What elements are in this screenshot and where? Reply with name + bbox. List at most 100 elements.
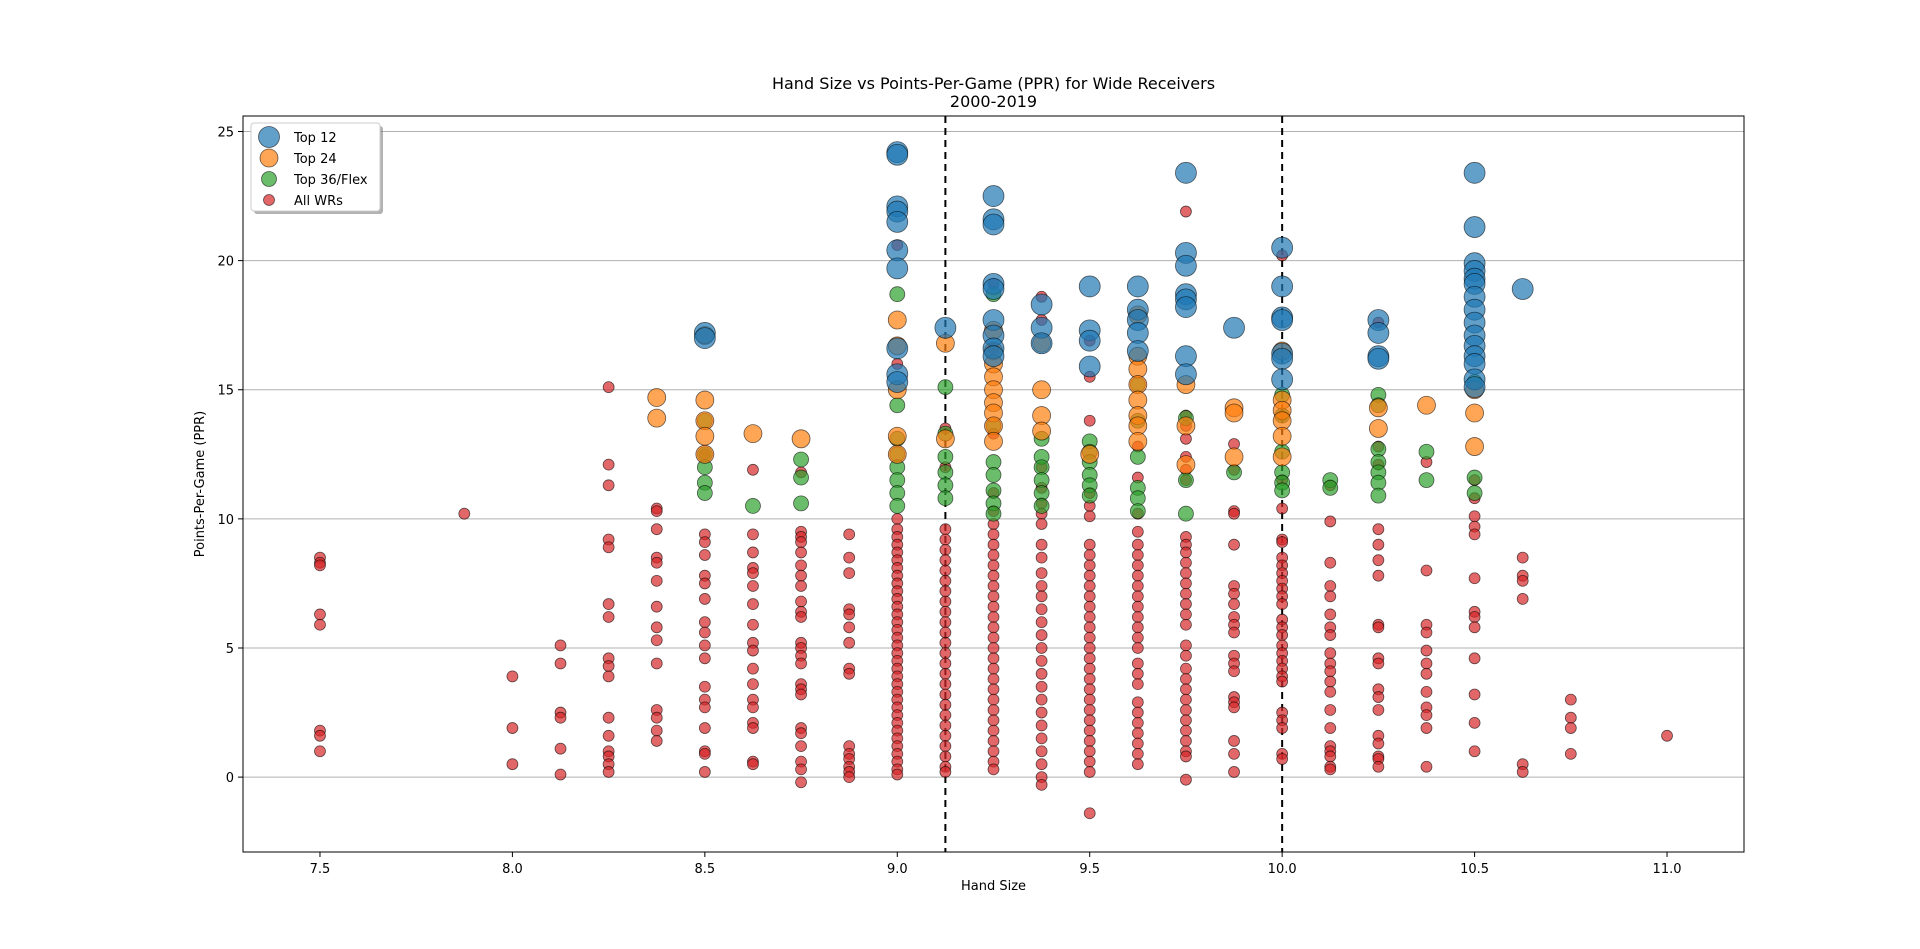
data-point: [1083, 714, 1096, 727]
x-axis-ticks: 7.5 8.0 8.5 9.0 9.5 10.0 10.5 11.0: [310, 852, 1682, 877]
data-point: [1271, 236, 1294, 259]
data-point: [1131, 611, 1144, 623]
data-point: [937, 448, 954, 465]
data-point: [1372, 737, 1385, 750]
data-point: [1131, 525, 1144, 538]
data-point: [795, 776, 807, 789]
data-point: [1180, 639, 1192, 652]
data-point: [1081, 487, 1098, 504]
data-point: [1035, 616, 1048, 629]
data-point: [1372, 538, 1385, 551]
data-point: [1324, 675, 1337, 688]
data-point: [1035, 719, 1048, 732]
data-point: [1324, 763, 1337, 776]
data-point: [602, 711, 615, 724]
data-point: [1466, 485, 1483, 501]
data-point: [1276, 536, 1289, 549]
data-point: [747, 567, 759, 579]
data-point: [987, 611, 1000, 623]
data-point: [1131, 696, 1144, 709]
data-point: [843, 667, 856, 680]
data-point: [1180, 556, 1192, 569]
data-point: [982, 278, 1005, 300]
data-point: [795, 546, 807, 559]
data-point: [1228, 735, 1240, 747]
data-point: [745, 498, 761, 514]
data-point: [1035, 629, 1048, 641]
data-point: [1372, 691, 1385, 703]
data-point: [1083, 693, 1096, 706]
data-point: [1420, 685, 1433, 698]
data-point: [1223, 316, 1245, 339]
data-point: [1032, 421, 1052, 441]
data-point: [793, 451, 809, 468]
x-tick-label: 8.5: [695, 862, 716, 877]
data-point: [1271, 368, 1294, 391]
series-all-wrs: [314, 205, 1673, 820]
data-point: [1035, 603, 1048, 616]
data-point: [698, 593, 711, 605]
data-point: [1083, 755, 1096, 768]
data-point: [1030, 332, 1053, 355]
data-point: [1131, 569, 1144, 582]
data-point: [1180, 205, 1192, 218]
data-point: [1035, 538, 1048, 551]
data-point: [987, 662, 1000, 675]
data-point: [698, 549, 711, 561]
data-point: [698, 639, 711, 652]
data-point: [650, 735, 663, 747]
data-point: [889, 498, 906, 514]
data-point: [1032, 380, 1052, 400]
data-point: [1131, 716, 1144, 729]
data-point: [982, 185, 1005, 207]
data-point: [1083, 549, 1096, 561]
data-point: [1465, 403, 1484, 423]
data-point: [1418, 472, 1435, 489]
y-tick-label: 0: [226, 771, 234, 786]
data-point: [695, 426, 715, 446]
data-point: [939, 533, 952, 546]
data-point: [1324, 685, 1337, 698]
data-point: [1035, 758, 1048, 771]
data-point: [1035, 642, 1048, 654]
data-point: [1180, 608, 1192, 621]
data-point: [1324, 750, 1337, 763]
data-point: [1131, 621, 1144, 634]
data-point: [939, 729, 952, 742]
data-point: [602, 458, 615, 471]
data-point: [843, 551, 856, 564]
data-point: [1078, 355, 1101, 378]
data-point: [506, 670, 519, 683]
data-point: [889, 286, 906, 303]
data-point: [843, 771, 856, 784]
data-point: [698, 536, 711, 549]
y-axis-ticks: 0 5 10 15 20 25: [217, 125, 243, 786]
data-point: [987, 642, 1000, 654]
data-point: [314, 618, 326, 631]
data-point: [939, 766, 952, 778]
data-point: [795, 763, 807, 776]
data-point: [887, 444, 907, 464]
data-point: [1324, 556, 1337, 569]
data-point: [650, 621, 663, 634]
data-point: [1083, 735, 1096, 747]
data-point: [795, 559, 807, 572]
x-tick-label: 9.5: [1079, 862, 1100, 877]
data-point: [1083, 673, 1096, 685]
data-point: [1372, 523, 1385, 536]
data-point: [1180, 618, 1192, 631]
data-point: [1468, 688, 1481, 701]
legend-marker: [263, 194, 275, 206]
data-point: [987, 652, 1000, 665]
data-point: [1131, 549, 1144, 561]
data-point: [939, 554, 952, 567]
data-point: [1083, 538, 1096, 551]
data-point: [1035, 778, 1048, 791]
data-point: [843, 608, 856, 621]
data-point: [1271, 347, 1294, 370]
data-point: [698, 747, 711, 760]
data-point: [937, 490, 954, 507]
data-point: [1083, 559, 1096, 572]
data-point: [1564, 693, 1577, 706]
data-point: [1372, 760, 1385, 773]
